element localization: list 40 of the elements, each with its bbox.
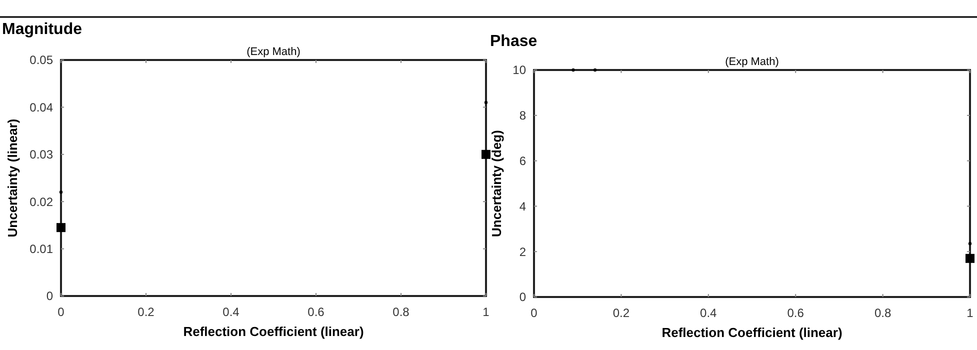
- point: [966, 254, 974, 263]
- y-axis-title: Uncertainty (deg): [489, 130, 504, 237]
- point: [484, 100, 488, 104]
- point: [593, 68, 597, 72]
- y-tick-label: 0.04: [30, 100, 54, 114]
- y-tick-label: 4: [519, 199, 526, 214]
- y-tick-label: 2: [519, 244, 526, 259]
- chart-title: Phase: [490, 33, 538, 50]
- point: [56, 223, 66, 232]
- x-tick-label: 0.4: [700, 306, 718, 320]
- x-tick-label: 0: [58, 305, 65, 319]
- x-axis-title: Reflection Coefficient (linear): [183, 324, 364, 339]
- y-tick-label: 8: [519, 108, 526, 123]
- point: [968, 242, 972, 246]
- y-tick-label: 0: [46, 289, 54, 304]
- x-tick-label: 0.6: [308, 305, 325, 319]
- x-tick-label: 0.8: [874, 306, 892, 320]
- chart-title: Magnitude: [2, 21, 82, 38]
- x-tick-label: 0.2: [612, 306, 630, 320]
- x-tick-label: 0.6: [787, 306, 804, 320]
- point: [482, 150, 490, 159]
- x-axis-title: Reflection Coefficient (linear): [662, 325, 842, 340]
- chart-subtitle: (Exp Math): [725, 56, 779, 68]
- y-tick-label: 0.01: [30, 242, 54, 256]
- x-tick-label: 1: [966, 306, 974, 320]
- x-tick-label: 1: [482, 305, 490, 319]
- x-tick-label: 0.2: [138, 305, 155, 319]
- y-axis-title: Uncertainty (linear): [5, 118, 20, 238]
- y-tick-label: 6: [519, 154, 526, 168]
- y-tick-label: 0.02: [30, 194, 54, 209]
- y-tick-label: 10: [512, 63, 526, 78]
- point: [572, 68, 575, 72]
- y-tick-label: 0.03: [30, 148, 54, 162]
- y-tick-label: 0.05: [30, 53, 54, 68]
- x-tick-label: 0.8: [392, 305, 410, 319]
- x-tick-label: 0.4: [222, 305, 240, 319]
- chart-subtitle: (Exp Math): [246, 46, 300, 58]
- x-tick-label: 0: [530, 306, 538, 320]
- point: [59, 190, 63, 194]
- y-tick-label: 0: [519, 290, 526, 304]
